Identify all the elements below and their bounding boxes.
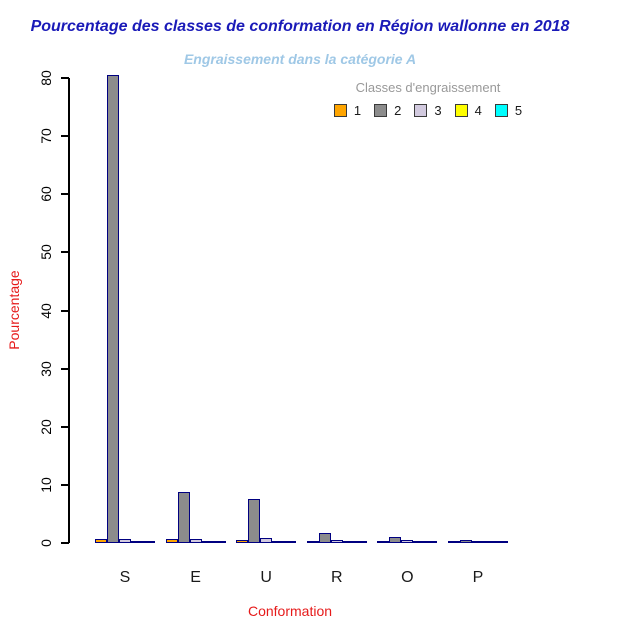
legend-swatch-icon <box>374 104 388 117</box>
legend-swatch-icon <box>454 104 468 117</box>
bar-E-class5 <box>213 541 226 543</box>
bar-P-class3 <box>472 541 484 543</box>
bar-S-class1 <box>95 539 107 543</box>
bar-P-class1 <box>448 541 460 543</box>
bar-R-class2 <box>318 533 331 543</box>
bar-R-class5 <box>354 541 367 543</box>
y-tick-label: 30 <box>38 360 54 377</box>
bar-R-class3 <box>330 540 343 543</box>
plot-area: 0 10 20 30 40 50 60 70 80 S E U R O P <box>38 70 515 586</box>
y-tick <box>61 135 69 138</box>
bar-S-class3 <box>119 539 131 543</box>
y-axis-line <box>68 78 70 543</box>
chart-title: Pourcentage des classes de conformation … <box>30 18 570 35</box>
legend-item-4: 4 <box>454 103 482 118</box>
legend-items: 1 2 3 4 5 <box>330 103 526 118</box>
y-tick-label: 80 <box>38 70 54 86</box>
y-tick <box>61 309 69 312</box>
y-tick-label: 40 <box>38 302 54 319</box>
legend-item-2: 2 <box>374 103 401 118</box>
chart-subtitle: Engraissement dans la catégorie A <box>183 51 417 67</box>
legend-item-1: 1 <box>333 103 362 118</box>
bar-U-class2 <box>248 499 261 543</box>
bar-E-class4 <box>201 541 214 543</box>
bar-O-class1 <box>377 541 390 543</box>
legend-item-label: 3 <box>434 103 442 118</box>
y-tick-label: 60 <box>38 186 54 203</box>
x-category-label-S: S <box>119 569 131 586</box>
y-tick <box>61 483 69 486</box>
legend-swatch-icon <box>333 104 347 117</box>
x-axis-title: Conformation <box>247 603 333 619</box>
bar-P-class4 <box>484 541 496 543</box>
bar-O-class2 <box>389 537 402 543</box>
y-tick-label: 0 <box>38 539 54 547</box>
bar-U-class3 <box>260 538 273 543</box>
bar-O-class3 <box>401 540 414 543</box>
x-category-label-E: E <box>190 569 201 586</box>
bar-U-class4 <box>272 541 285 543</box>
bar-E-class2 <box>177 492 190 543</box>
bar-S-class4 <box>131 541 143 543</box>
y-tick-label: 70 <box>38 128 54 144</box>
bar-R-class1 <box>306 541 319 543</box>
legend-item-label: 2 <box>394 103 402 118</box>
y-tick <box>61 367 69 370</box>
y-tick <box>61 251 69 254</box>
y-tick-label: 50 <box>38 244 54 261</box>
legend-item-5: 5 <box>494 103 523 118</box>
y-tick <box>61 193 69 196</box>
bar-E-class1 <box>165 539 178 543</box>
legend-swatch-icon <box>494 104 508 117</box>
x-category-label-O: O <box>401 569 414 586</box>
y-tick <box>61 425 69 428</box>
bar-P-class5 <box>496 541 508 543</box>
bar-O-class5 <box>425 541 438 543</box>
bar-R-class4 <box>342 541 355 543</box>
y-tick-label: 20 <box>38 418 54 435</box>
legend: Classes d'engraissement 1 2 3 4 5 <box>330 80 526 118</box>
legend-item-label: 1 <box>353 103 362 118</box>
legend-title: Classes d'engraissement <box>355 80 501 95</box>
bar-S-class5 <box>143 541 155 543</box>
bar-S-class2 <box>107 75 119 543</box>
bar-U-class5 <box>284 541 297 543</box>
legend-item-label: 4 <box>474 103 482 118</box>
x-category-label-U: U <box>260 569 272 586</box>
bar-O-class4 <box>413 541 426 543</box>
legend-item-3: 3 <box>414 103 442 118</box>
bar-U-class1 <box>236 540 249 543</box>
y-tick <box>61 542 69 544</box>
y-tick <box>61 77 69 79</box>
legend-swatch-icon <box>414 104 428 117</box>
bar-E-class3 <box>189 539 202 543</box>
x-category-label-R: R <box>331 569 343 586</box>
bar-P-class2 <box>460 540 472 543</box>
y-tick-label: 10 <box>38 477 54 493</box>
y-axis-title: Pourcentage <box>6 270 22 350</box>
legend-item-label: 5 <box>514 103 523 118</box>
x-category-label-P: P <box>472 569 484 586</box>
